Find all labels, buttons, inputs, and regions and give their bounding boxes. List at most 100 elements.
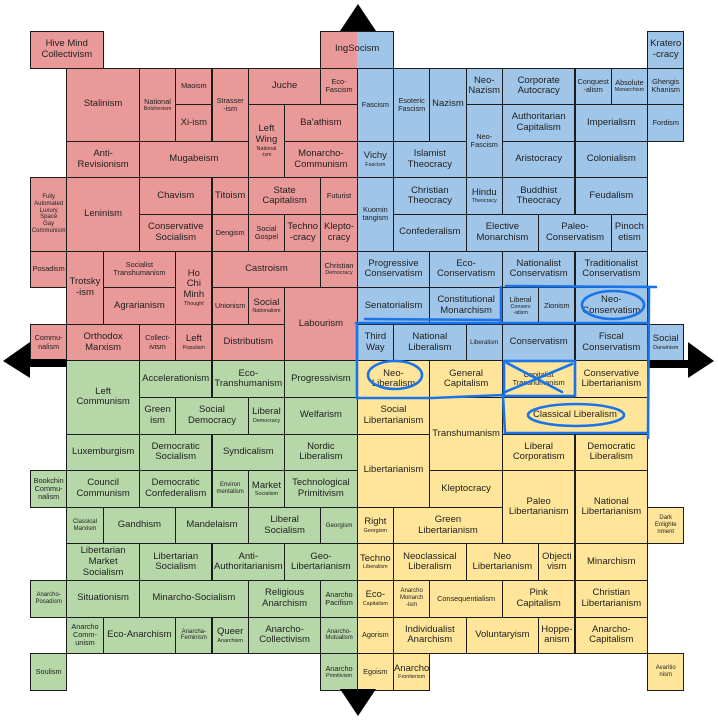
ideology-cell-left-wing: Left Wing National -ism [247, 104, 286, 179]
cell-label: Christian Theocracy [407, 184, 452, 207]
ideology-cell-individualist-anarchism: Individualist Anarchism [393, 616, 467, 655]
ideology-cell-gandhism: Gandhism [102, 506, 177, 545]
ideology-cell-democratic-liberalism: Democratic Liberalism [574, 433, 649, 472]
cell-label: Left Wing [255, 123, 278, 146]
cell-label: Soulism [35, 666, 62, 676]
cell-label: Anarcho Comm- unism [71, 622, 99, 648]
ideology-cell-liberal: Liberal Conserv -atism [501, 287, 540, 325]
ideology-cell-techno-cracy: Techno -cracy [284, 214, 322, 252]
ideology-cell-neoclassical-liberalism: Neoclassical Liberalism [393, 543, 467, 581]
cell-label: Klepto- cracy [323, 221, 355, 243]
ideology-cell-welfarism: Welfarism [284, 397, 358, 435]
cell-label: Consequentialism [437, 593, 496, 603]
ideology-cell-traditionalist-conservatism: Traditionalist Conservatism [574, 250, 649, 289]
cell-label: Geo- Libertarianism [291, 550, 351, 573]
cell-label: Labourism [298, 317, 344, 329]
cell-label: Bookchin Commu- nalism [33, 475, 64, 502]
cell-sublabel: Thought [183, 300, 204, 307]
cell-label: Eco- Fascism [325, 77, 353, 95]
cell-label: Agrarianism [114, 299, 165, 311]
cell-label: Right [364, 516, 387, 528]
ideology-cell-social: Social Nationalism [247, 287, 286, 325]
ideology-cell-classical-marxism: Classical Marxism [66, 506, 104, 545]
cell-label: Liberal [509, 294, 532, 304]
cell-sublabel: Georgism [363, 527, 388, 534]
ideology-cell-technological-primitivism: Technological Primitivism [284, 470, 358, 508]
ideology-cell-colonialism: Colonialism [574, 140, 649, 179]
ideology-cell-capitalist-transhumanism: Capitalist Transhumanism [501, 360, 576, 398]
cell-label: Eco- [365, 589, 386, 601]
ideology-cell-orthodox-marxism: Orthodox Marxism [66, 323, 140, 362]
ideology-cell-confederalism: Confederalism [393, 214, 467, 252]
ideology-cell-posadism: Posadism [30, 250, 68, 289]
ideology-cell-trotsky-ism: Trotsky -ism [66, 250, 104, 325]
cell-label: Libertarian Socialism [153, 550, 199, 573]
cell-label: Colonialism [586, 153, 636, 165]
ideology-cell-bookchin-commu-nalism: Bookchin Commu- nalism [30, 470, 68, 508]
cell-label: Anarcho [325, 663, 353, 673]
cell-label: Voluntaryism [475, 629, 530, 641]
ideology-cell-castroism: Castroism [211, 250, 322, 289]
ideology-cell-titoism: Titoism [211, 177, 249, 215]
ideology-cell-georgism: Georgism [320, 506, 358, 545]
ideology-cell-maoism: Maoism [175, 67, 213, 106]
ideology-cell-social-libertarianism: Social Libertarianism [356, 397, 431, 435]
cell-label: Conservative Socialism [147, 221, 204, 243]
cell-label: Transhumanism [432, 427, 500, 439]
arrow-down-icon [340, 689, 376, 716]
cell-label: Hoppe- anism [541, 623, 573, 646]
ideology-cell-third-way: Third Way [356, 323, 394, 362]
ideology-cell-ingsocism: IngSocism [320, 31, 394, 69]
ideology-cell-neo-fascism: Neo- Fascism [465, 104, 503, 179]
ideology-cell-fiscal-conservatism: Fiscal Conservatism [574, 323, 649, 362]
cell-label: Neo- Nazism [468, 74, 501, 97]
cell-label: Monarcho- Communism [294, 147, 348, 170]
cell-label: Corporate Autocracy [517, 74, 560, 97]
cell-label: Techno [360, 552, 391, 564]
cell-label: Eco- Transhumanism [214, 367, 283, 390]
cell-label: Fascism [361, 99, 389, 109]
cell-label: Conservatism [509, 336, 568, 348]
cell-sublabel: Fully Automated Luxury Space Gay Communi… [31, 193, 66, 235]
ideology-cell-christian-theocracy: Christian Theocracy [393, 177, 467, 215]
ideology-cell-christian-libertarianism: Christian Libertarianism [574, 580, 649, 618]
cell-label: Situationism [77, 592, 129, 604]
cell-label: Anti- Revisionism [77, 147, 129, 170]
cell-sublabel: Darwinism [653, 344, 679, 351]
ideology-cell-voluntaryism: Voluntaryism [465, 616, 540, 655]
ideology-cell-libertarian-market-socialism: Libertarian Market Socialism [66, 543, 140, 581]
ideology-cell-consequentialism: Consequentialism [429, 580, 503, 618]
cell-label: Ba'athism [300, 116, 342, 128]
cell-label: Christian [324, 261, 354, 271]
cell-label: Constitutional Monarchism [437, 294, 495, 316]
cell-label: Anarcho Pacifism [325, 589, 353, 607]
cell-sublabel: Socialism [254, 491, 278, 498]
ideology-cell-paleo-libertarianism: Paleo Libertarianism [501, 470, 576, 545]
ideology-cell-anti-revisionism: Anti- Revisionism [66, 140, 140, 179]
cell-label: Juche [271, 80, 298, 92]
cell-label: Classical Liberalism [533, 409, 617, 421]
ideology-cell-kleptocracy: Kleptocracy [429, 470, 503, 508]
cell-label: Absolute [615, 78, 644, 88]
ideology-cell-mandelaism: Mandelaism [175, 506, 249, 545]
ideology-cell-democratic-confederalism: Democratic Confederalism [138, 470, 213, 508]
ideology-cell-minarcho-socialism: Minarcho-Socialism [138, 580, 249, 618]
cell-label: Commu- nalism [34, 333, 63, 351]
cell-label: Ghengis Khanism [651, 77, 680, 95]
cell-label: Unionism [214, 300, 246, 310]
ideology-cell-conquest-alism: Conquest -alism [574, 67, 612, 106]
cell-label: Left Communism [76, 385, 130, 408]
cell-label: Social Democracy [187, 404, 236, 426]
ideology-cell-situationism: Situationism [66, 580, 140, 618]
ideology-cell-stalinism: Stalinism [66, 67, 140, 142]
ideology-cell-national: National Bolshevism [138, 67, 177, 142]
cell-label: Agorism [361, 630, 389, 640]
ideology-cell-progressivism: Progressivism [284, 360, 358, 398]
cell-sublabel: Frontierism [398, 674, 426, 681]
ideology-cell-neo-libertarianism: Neo Libertarianism [465, 543, 540, 581]
cell-label: Xi-ism [180, 116, 208, 128]
cell-sublabel: Environ mentalism [216, 482, 244, 495]
ideology-cell-pinoch-etism: Pinoch etism [610, 214, 649, 252]
cell-label: Ho Chi Minh [183, 267, 205, 300]
ideology-cell-dengism: Dengism [211, 214, 249, 252]
